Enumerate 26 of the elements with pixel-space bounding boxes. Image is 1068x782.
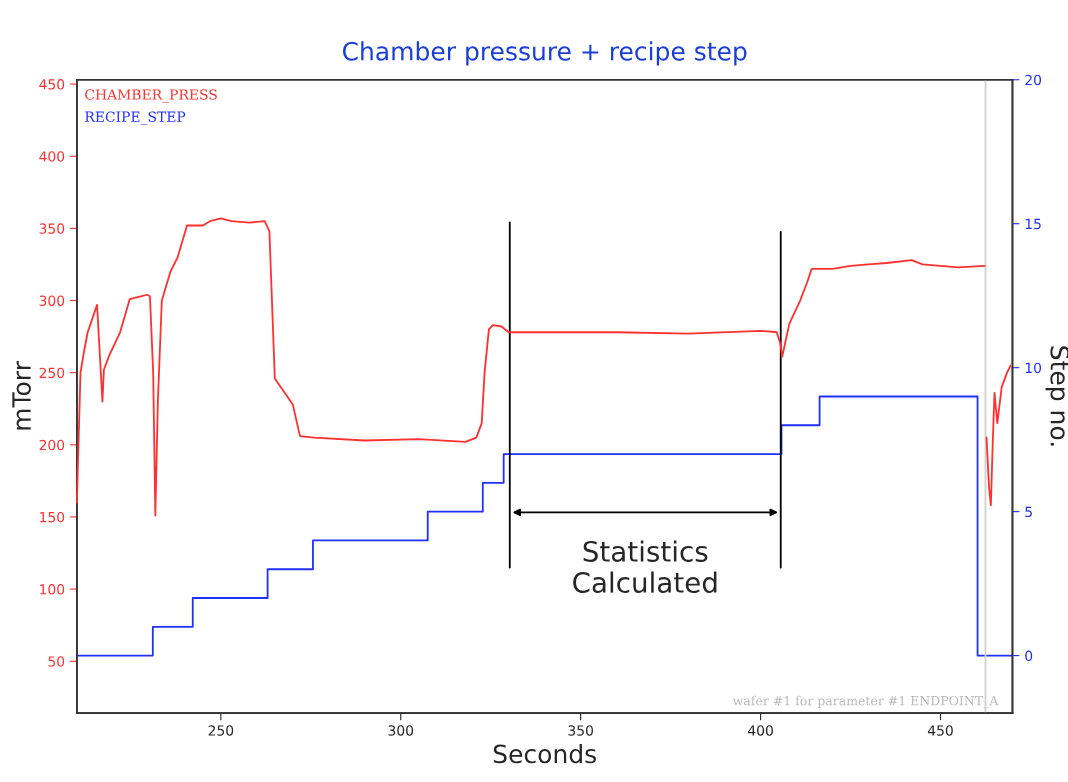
chart-title: Chamber pressure + recipe step [342, 41, 747, 66]
y-tick-label: 300 [39, 295, 65, 306]
x-tick-label: 300 [388, 725, 414, 736]
y2-tick-label: 15 [1025, 218, 1041, 230]
y2-tick-label: 20 [1025, 74, 1042, 86]
x-tick-label: 400 [748, 725, 773, 736]
annotation: Statistics Calculated [573, 540, 717, 594]
y-tick-label: 50 [48, 656, 65, 667]
text: CHAMBER_PRESS [85, 89, 217, 103]
x-tick-label: 450 [927, 725, 953, 736]
y-axis-title: mTorr [12, 361, 31, 430]
y-tick-label: 400 [39, 151, 65, 162]
x-tick-label: 350 [568, 725, 593, 736]
y2-tick-label: 5 [1025, 506, 1032, 518]
y-tick-label: 150 [40, 511, 65, 523]
y-tick-label: 250 [39, 367, 65, 379]
y2-tick-label: 0 [1025, 650, 1033, 662]
y2-tick-label: 10 [1025, 362, 1042, 374]
y-tick-label: 100 [40, 584, 65, 595]
annotation: wafer #1 for parameter #1 ENDPOINT_A [732, 695, 999, 709]
x-axis-title: Seconds [493, 743, 596, 764]
y-tick-label: 350 [39, 223, 65, 234]
y-tick-label: 450 [39, 79, 65, 90]
y-tick-label: 200 [39, 439, 65, 451]
text: RECIPE_STEP [85, 111, 186, 126]
x-tick-label: 250 [208, 725, 234, 736]
